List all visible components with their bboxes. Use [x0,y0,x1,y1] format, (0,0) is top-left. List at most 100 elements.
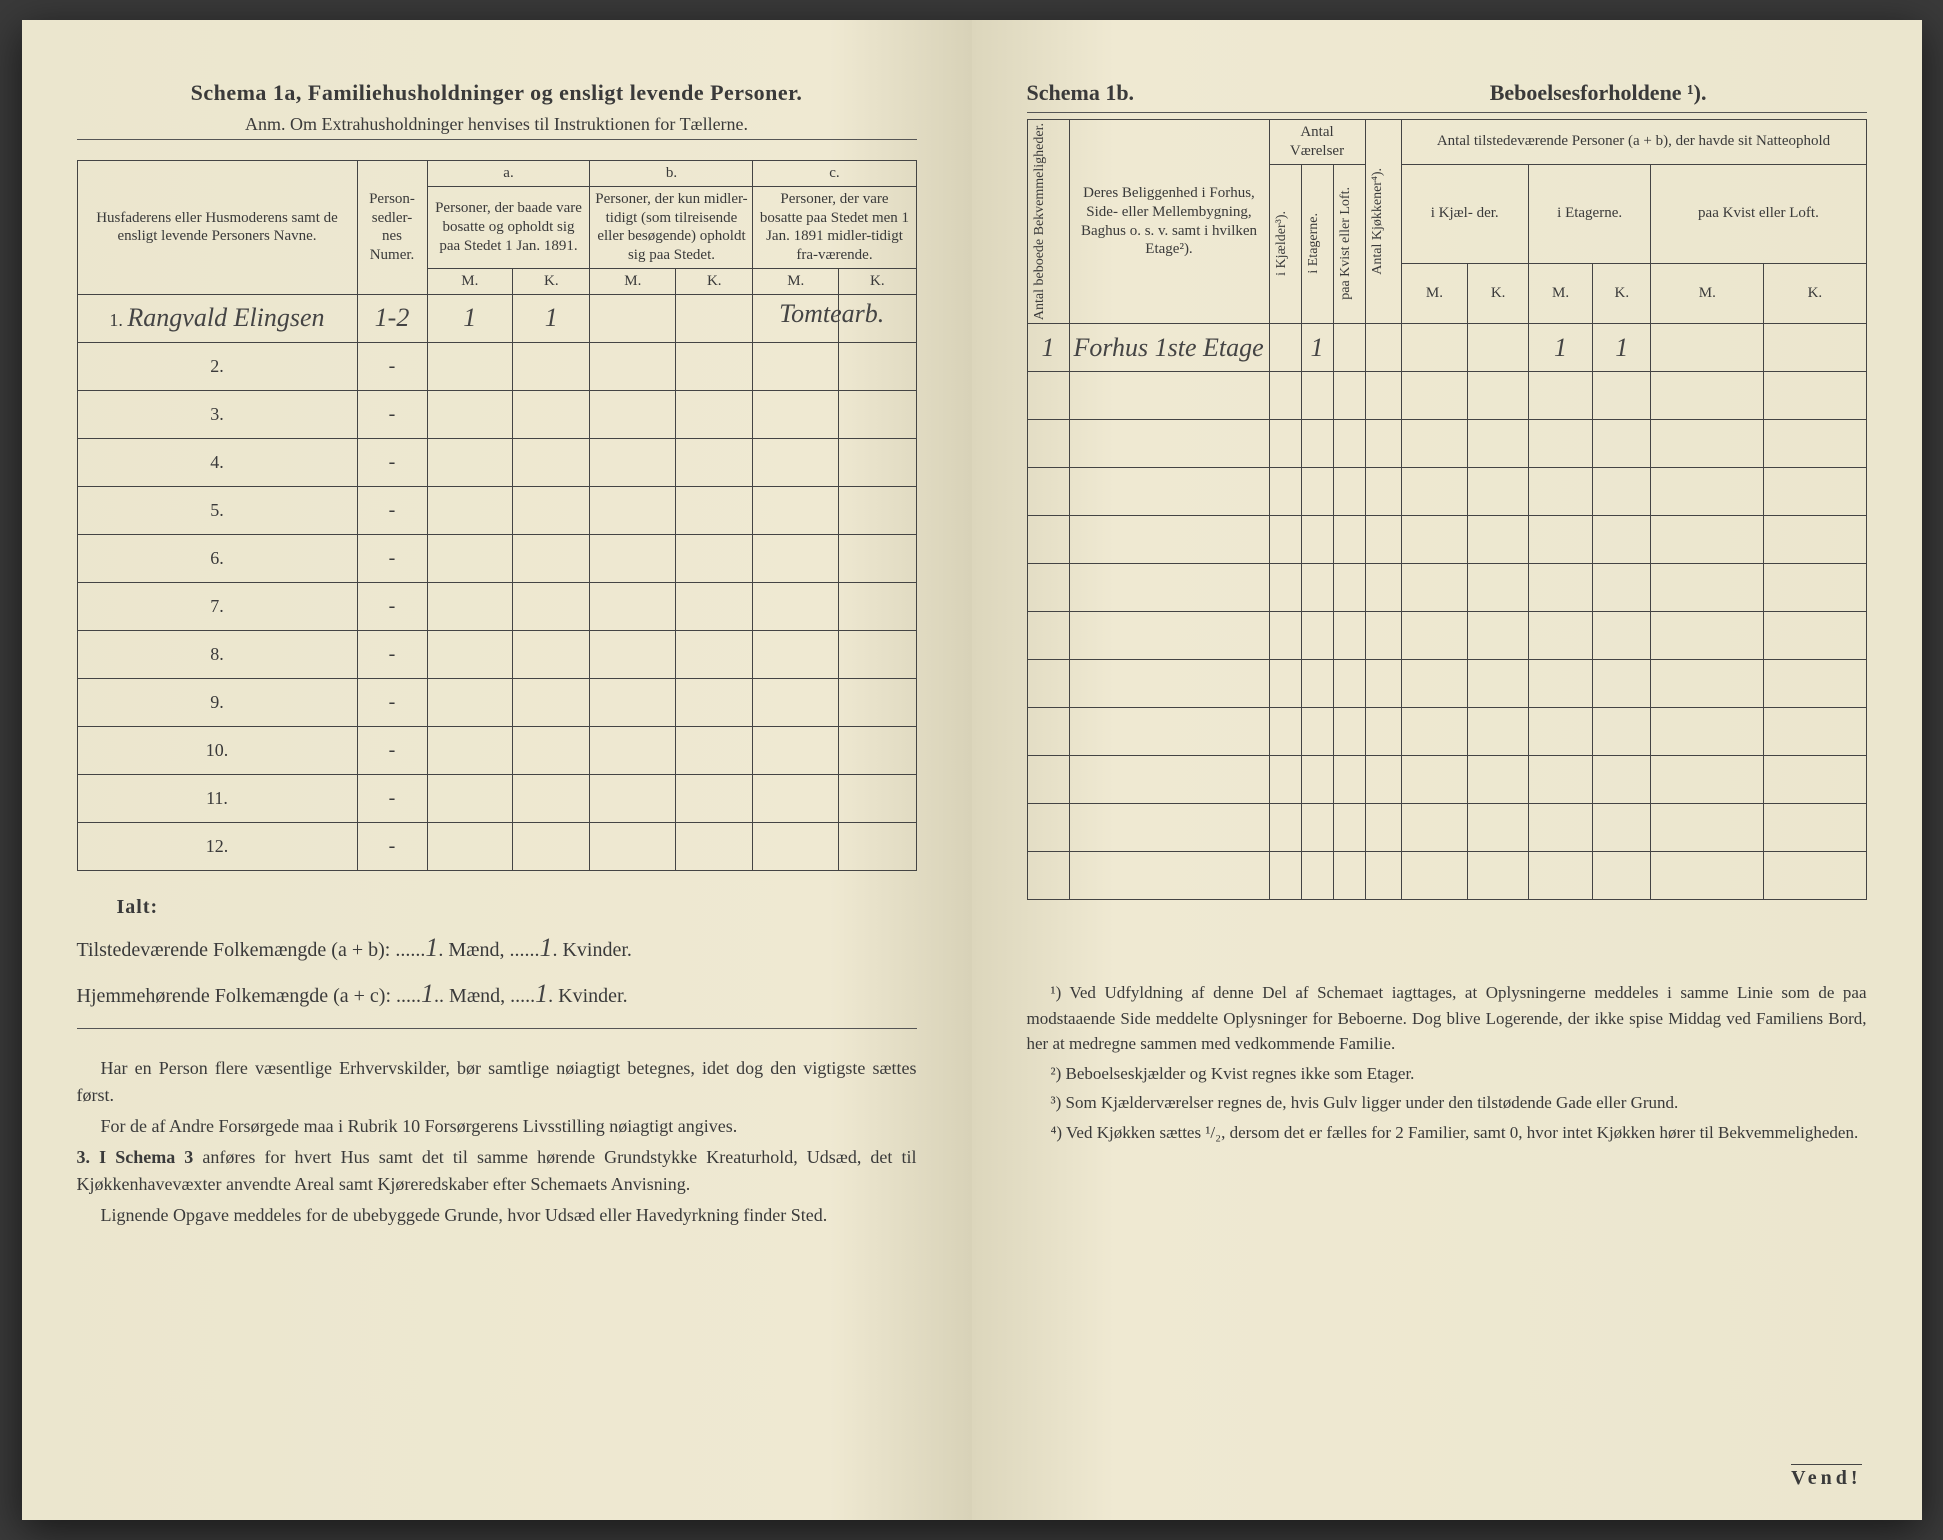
cell [1069,852,1269,900]
name-cell: 3. [77,390,357,438]
cell [590,342,676,390]
cell [590,822,676,870]
cell [839,390,916,438]
right-table: Antal beboede Bekvemmeligheder. Deres Be… [1027,119,1867,900]
cell [427,534,513,582]
cell [1269,516,1301,564]
col0: Antal beboede Bekvemmeligheder. [1032,123,1047,320]
cell [1027,756,1069,804]
cell [1269,564,1301,612]
cell [1301,612,1333,660]
cell [1401,324,1468,372]
name-cell: 2. [77,342,357,390]
cell [1651,852,1764,900]
cell [1027,660,1069,708]
cell [753,438,839,486]
table-row: 9.- [77,678,916,726]
cell [1069,612,1269,660]
cell [590,726,676,774]
cell [676,438,753,486]
cell [1365,420,1401,468]
pers-kl: paa Kvist eller Loft. [1651,164,1866,264]
cell [1468,324,1529,372]
cell [1301,372,1333,420]
cell [1269,468,1301,516]
cell [590,582,676,630]
vend-label: Vend! [1791,1464,1861,1490]
totals-line-1: Tilstedeværende Folkemængde (a + b): ...… [77,925,917,972]
cell [1593,468,1651,516]
cell [839,678,916,726]
cell [427,342,513,390]
cell: - [357,774,427,822]
table-row [1027,564,1866,612]
name-cell: 8. [77,630,357,678]
table-row: 3.- [77,390,916,438]
cell [590,774,676,822]
cell [1301,468,1333,516]
rule [1027,112,1867,113]
table-row: 11.- [77,774,916,822]
cell [1365,708,1401,756]
cell [1401,612,1468,660]
cell [1468,756,1529,804]
cell [1269,372,1301,420]
cell [590,678,676,726]
cell [1651,324,1764,372]
cell [676,342,753,390]
mk: M. [1651,264,1764,324]
cell [753,774,839,822]
cell [1069,372,1269,420]
table-row: 1. Rangvald Elingsen1-211Tomtearb. [77,294,916,342]
cell [590,486,676,534]
cell [1593,852,1651,900]
rule [77,139,917,140]
cell [839,534,916,582]
cell: - [357,822,427,870]
t2c: . Kvinder. [548,985,627,1007]
cell [753,390,839,438]
cell [1333,612,1365,660]
cell [513,534,590,582]
cell [427,774,513,822]
cell [1468,516,1529,564]
cell [1401,516,1468,564]
antal-vaer: Antal Værelser [1269,120,1365,165]
cell [1401,468,1468,516]
right-title-a: Schema 1b. [1027,80,1135,106]
cell [839,342,916,390]
name-cell: 6. [77,534,357,582]
right-title-b: Beboelsesforholdene ¹). [1490,80,1707,106]
cell [839,726,916,774]
book-spread: Schema 1a, Familiehusholdninger og ensli… [22,20,1922,1520]
cell [1651,612,1764,660]
cell [1269,324,1301,372]
rule [77,1028,917,1029]
table-row: 7.- [77,582,916,630]
cell: - [357,342,427,390]
v-etagerne: i Etagerne. [1306,213,1321,274]
cell [676,726,753,774]
cell [839,486,916,534]
col-names-header: Husfaderens eller Husmoderens samt de en… [77,161,357,295]
col1: Deres Beliggenhed i Forhus, Side- eller … [1069,120,1269,324]
cell [1593,420,1651,468]
cell [753,582,839,630]
cell [1301,420,1333,468]
cell [590,390,676,438]
cell [676,534,753,582]
cell [1401,420,1468,468]
cell [1333,564,1365,612]
para-2: For de af Andre Forsørgede maa i Rubrik … [77,1113,917,1140]
cell [1468,612,1529,660]
cell [1027,516,1069,564]
cell [1528,420,1592,468]
pers-head: Antal tilstedeværende Personer (a + b), … [1401,120,1866,165]
cell [1528,564,1592,612]
fn2: ²) Beboelseskjælder og Kvist regnes ikke… [1027,1061,1867,1087]
cell: Tomtearb. [839,294,916,342]
cell [676,390,753,438]
cell [1333,372,1365,420]
cell [1069,420,1269,468]
cell [1027,612,1069,660]
